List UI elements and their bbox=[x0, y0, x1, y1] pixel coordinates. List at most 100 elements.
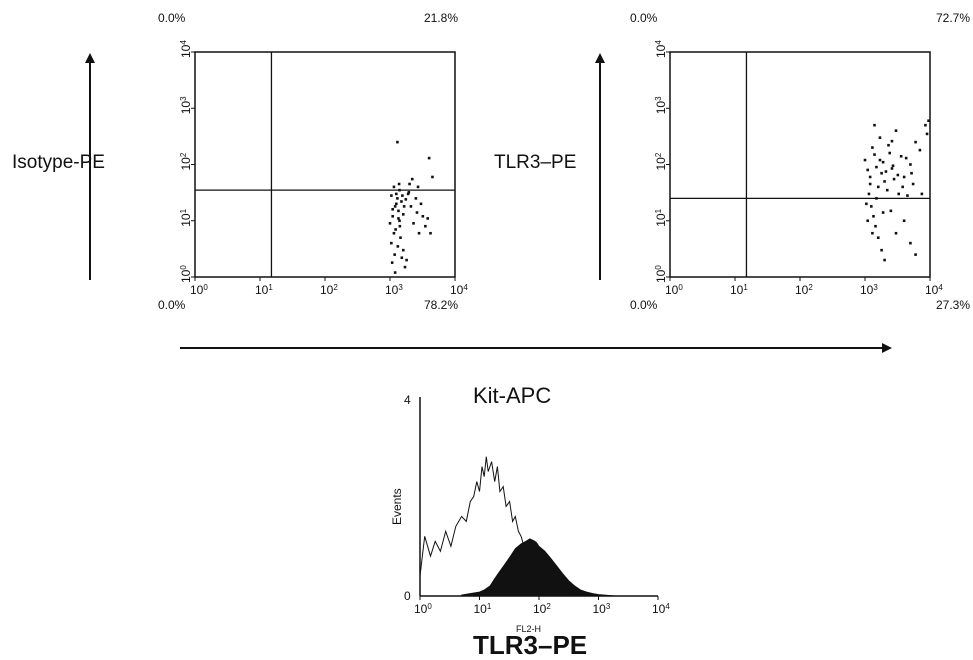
x-tick-label: 102 bbox=[320, 283, 338, 298]
data-point bbox=[391, 214, 394, 218]
data-point bbox=[390, 194, 393, 197]
data-point bbox=[410, 177, 414, 181]
data-point bbox=[904, 156, 908, 160]
histogram-y-label: Events bbox=[390, 488, 404, 525]
data-point bbox=[416, 185, 420, 189]
x-tick-label: 104 bbox=[450, 283, 468, 298]
data-point bbox=[421, 214, 425, 218]
data-point bbox=[873, 153, 876, 156]
scatter-panel-tlr3: TLR3–PE 100 101 102 103 104 100101102103104 … bbox=[494, 11, 970, 312]
y-axis-label-right: TLR3–PE bbox=[494, 152, 576, 173]
data-point bbox=[427, 156, 431, 160]
x-tick-label: 103 bbox=[860, 283, 878, 298]
data-point bbox=[394, 192, 398, 196]
data-point bbox=[868, 182, 872, 186]
data-point bbox=[388, 222, 392, 225]
data-point bbox=[396, 140, 399, 144]
data-point bbox=[390, 241, 393, 245]
y-tick-label: 101 bbox=[179, 208, 194, 226]
data-point bbox=[867, 192, 871, 196]
data-point bbox=[881, 160, 885, 164]
data-point bbox=[408, 182, 411, 186]
data-point bbox=[406, 192, 410, 196]
data-point bbox=[415, 211, 419, 214]
data-point bbox=[881, 211, 885, 214]
y-tick-label: 100 bbox=[654, 265, 669, 283]
data-point bbox=[401, 248, 405, 252]
data-point bbox=[873, 123, 876, 127]
data-point bbox=[391, 207, 394, 211]
data-point bbox=[866, 219, 869, 223]
data-point bbox=[429, 231, 432, 235]
data-point bbox=[414, 197, 418, 200]
data-point bbox=[901, 185, 904, 189]
histogram-x-ticks: 100 101 102 103 104 bbox=[414, 596, 670, 616]
data-point bbox=[868, 175, 872, 179]
data-point bbox=[397, 182, 401, 186]
data-point bbox=[402, 205, 406, 208]
data-point bbox=[866, 168, 869, 172]
y-ticks-left: 100 101 102 103 104 bbox=[179, 40, 195, 283]
data-point bbox=[401, 194, 404, 197]
histogram-y-tick-max: 4 bbox=[404, 393, 411, 407]
data-point bbox=[401, 213, 405, 216]
data-point bbox=[397, 209, 400, 213]
plot-frame-right bbox=[669, 51, 931, 278]
data-point bbox=[890, 139, 894, 143]
x-tick-label: 102 bbox=[795, 283, 813, 298]
plot-frame-left bbox=[194, 51, 456, 278]
data-point bbox=[897, 192, 901, 196]
y-tick-label: 103 bbox=[654, 96, 669, 114]
data-point bbox=[419, 202, 423, 206]
data-point bbox=[880, 171, 883, 175]
data-point bbox=[863, 158, 867, 162]
data-point bbox=[426, 217, 429, 220]
data-point bbox=[875, 165, 878, 169]
data-point bbox=[924, 123, 927, 127]
data-point bbox=[431, 175, 434, 179]
data-point bbox=[906, 194, 909, 197]
data-point bbox=[396, 197, 399, 200]
data-point bbox=[398, 188, 401, 192]
histogram-x-label: FL2-H bbox=[516, 624, 541, 634]
data-point bbox=[914, 140, 917, 144]
y-tick-label: 102 bbox=[654, 152, 669, 170]
data-point bbox=[404, 198, 408, 201]
x-tick-label: 104 bbox=[652, 602, 670, 617]
quadrant-upper-left-left: 0.0% bbox=[158, 11, 186, 25]
data-point bbox=[894, 231, 898, 235]
histogram-filled-series bbox=[461, 538, 617, 597]
data-point bbox=[400, 256, 404, 260]
x-tick-label: 104 bbox=[925, 283, 943, 298]
y-tick-label: 103 bbox=[179, 96, 194, 114]
data-point bbox=[887, 143, 890, 147]
data-point bbox=[412, 222, 415, 225]
data-point bbox=[874, 224, 877, 228]
data-point bbox=[911, 182, 915, 186]
x-tick-label: 101 bbox=[730, 283, 748, 298]
data-point bbox=[409, 205, 413, 208]
y-axis-label-left: Isotype-PE bbox=[12, 152, 105, 173]
data-point bbox=[902, 175, 906, 179]
quadrant-lower-right-right: 27.3% bbox=[936, 298, 970, 312]
y-tick-label: 100 bbox=[179, 265, 194, 283]
data-point bbox=[890, 167, 894, 170]
data-point bbox=[393, 205, 397, 208]
data-point bbox=[875, 197, 878, 200]
data-point bbox=[896, 173, 900, 177]
histogram-outline-series bbox=[419, 456, 599, 596]
data-point bbox=[920, 192, 924, 196]
data-point bbox=[927, 119, 930, 123]
data-point bbox=[396, 245, 400, 248]
quadrant-upper-right-right: 72.7% bbox=[936, 11, 970, 25]
data-point bbox=[878, 158, 882, 162]
data-point bbox=[892, 177, 896, 181]
data-point bbox=[884, 170, 888, 173]
data-point bbox=[909, 241, 912, 245]
scatter-panel-isotype: Isotype-PE 100 101 102 103 104 1001011021031… bbox=[12, 11, 468, 312]
y-tick-label: 102 bbox=[179, 152, 194, 170]
histogram-panel: 4 0 Events 100 101 102 103 104 FL2-H TLR3–PE bbox=[390, 393, 670, 660]
histogram-y-tick-zero: 0 bbox=[404, 589, 411, 603]
x-tick-label: 103 bbox=[593, 602, 611, 617]
x-tick-label: 100 bbox=[190, 283, 208, 298]
